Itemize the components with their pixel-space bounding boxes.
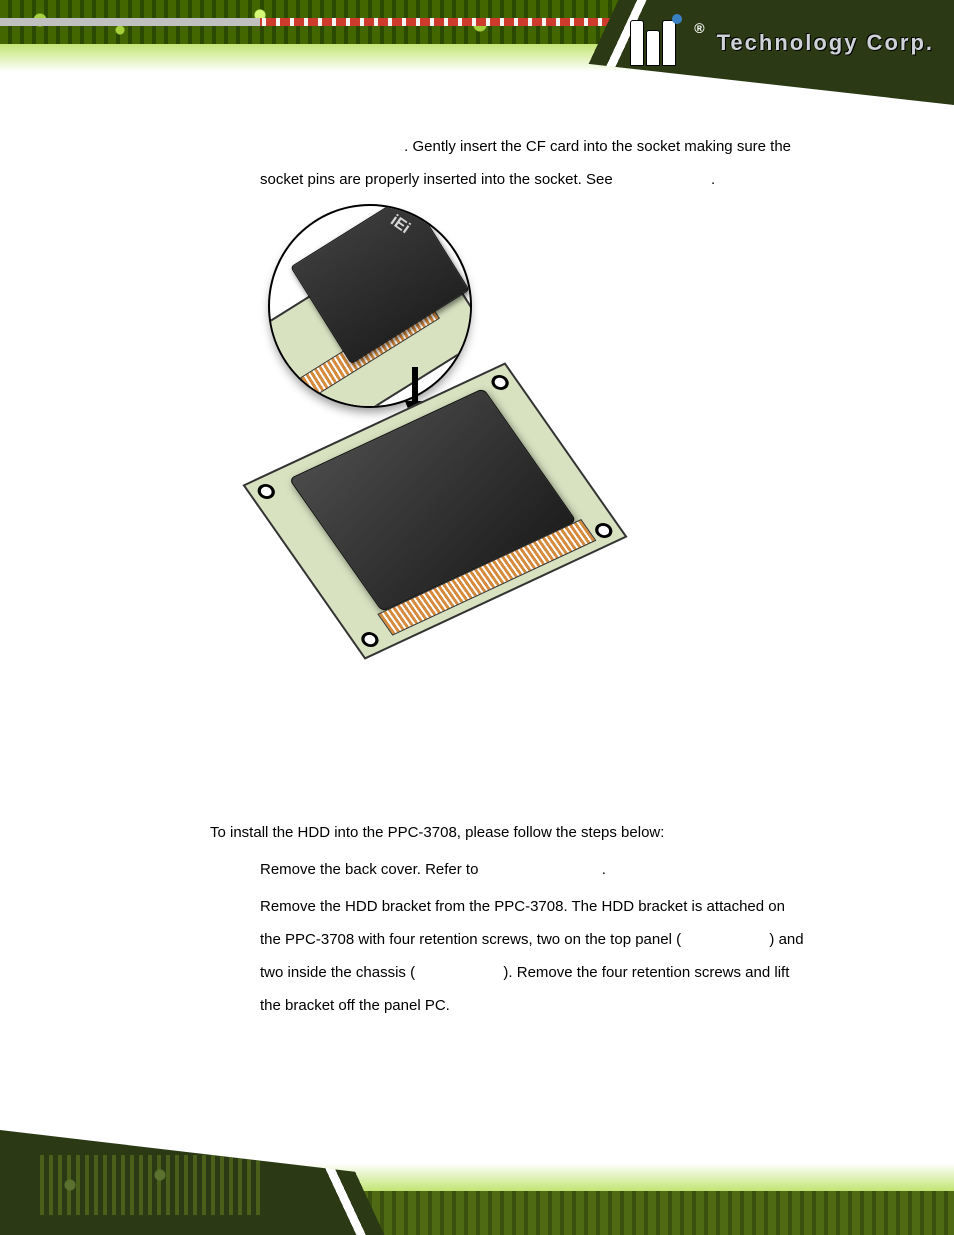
step2-line-b-tail: ) and: [769, 931, 803, 948]
step1-period: .: [602, 861, 606, 878]
hdd-intro: To install the HDD into the PPC-3708, pl…: [210, 816, 884, 849]
footer-band: [0, 1115, 954, 1235]
mount-hole-icon: [358, 630, 382, 650]
step2-line-d: the bracket off the panel PC.: [260, 997, 450, 1014]
cf-insert-rest: socket pins are properly inserted into t…: [260, 171, 613, 188]
mount-hole-icon: [254, 481, 278, 501]
brand-block: ® Technology Corp.: [630, 20, 934, 66]
page-content: . Gently insert the CF card into the soc…: [0, 120, 954, 1115]
zoom-circle: [270, 206, 470, 406]
iei-logo-icon: [630, 20, 682, 66]
cf-card-figure: iEi: [270, 206, 600, 636]
step2-line-c: two inside the chassis (: [260, 964, 415, 981]
hdd-step-1: Remove the back cover. Refer to .: [210, 853, 884, 886]
cf-insert-paragraph: . Gently insert the CF card into the soc…: [210, 130, 884, 196]
step2-line-c-tail: ). Remove the four retention screws and …: [503, 964, 789, 981]
footer-wedge: [0, 1130, 420, 1235]
header-band: ® Technology Corp.: [0, 0, 954, 120]
cf-insert-period: .: [711, 171, 715, 188]
hdd-step-2: Remove the HDD bracket from the PPC-3708…: [210, 890, 884, 1022]
cf-insert-lead: . Gently insert the CF card into the soc…: [404, 138, 791, 155]
step1-text: Remove the back cover. Refer to: [260, 861, 478, 878]
step2-line-b: the PPC-3708 with four retention screws,…: [260, 931, 681, 948]
mount-hole-icon: [488, 372, 512, 392]
step2-line-a: Remove the HDD bracket from the PPC-3708…: [260, 898, 785, 915]
registered-mark: ®: [694, 20, 704, 36]
mount-hole-icon: [592, 520, 616, 540]
brand-name: Technology Corp.: [717, 30, 934, 56]
iso-board: [242, 362, 627, 659]
iso-cf-card: [289, 388, 577, 612]
